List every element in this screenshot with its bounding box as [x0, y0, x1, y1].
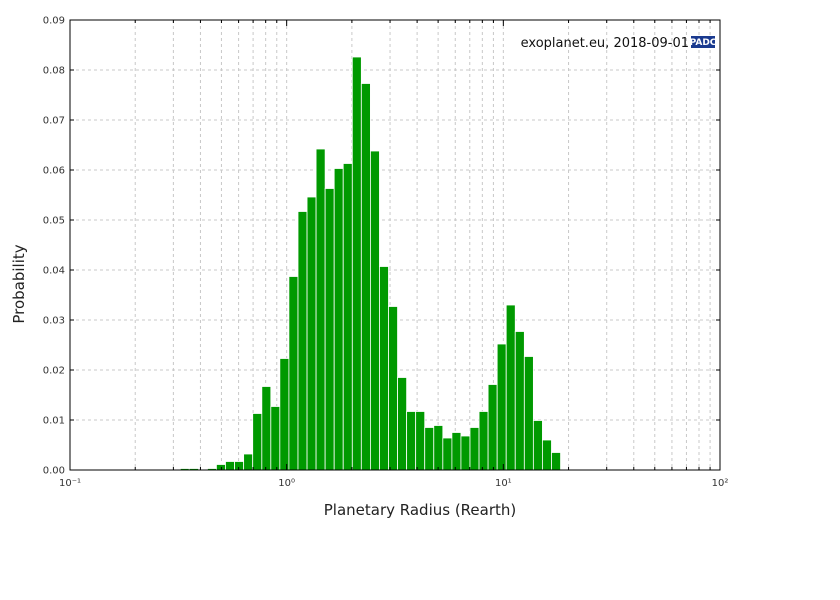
histogram-bar: [451, 432, 462, 471]
histogram-bars: [179, 56, 561, 471]
histogram-bar: [505, 304, 516, 471]
x-tick-label: 10²: [712, 478, 729, 489]
x-tick-label: 10⁻¹: [59, 478, 81, 489]
histogram-bar: [342, 163, 353, 471]
histogram-bar: [542, 439, 552, 471]
histogram-bar: [252, 413, 263, 471]
y-tick-label: 0.03: [43, 316, 65, 327]
histogram-bar: [388, 306, 398, 471]
histogram-bar: [532, 420, 543, 471]
histogram-bar: [496, 343, 507, 471]
x-tick-labels: 10⁻¹ 10⁰ 10¹ 10²: [59, 478, 728, 489]
histogram-bar: [442, 437, 453, 471]
histogram-bar: [379, 266, 389, 471]
y-axis-label: Probability: [10, 244, 28, 323]
histogram-bar: [406, 411, 417, 471]
histogram-bar: [397, 377, 408, 471]
histogram-bar: [261, 386, 272, 471]
histogram-bar: [234, 461, 245, 471]
histogram-bar: [514, 331, 525, 471]
histogram-bar: [315, 148, 326, 471]
histogram-bar: [478, 411, 489, 471]
y-tick-label: 0.04: [43, 266, 65, 277]
y-tick-labels: 0.00 0.01 0.02 0.03 0.04 0.05 0.06 0.07 0.08 0.09: [43, 16, 65, 477]
x-tick-label: 10⁰: [278, 478, 295, 489]
histogram-bar: [351, 56, 362, 471]
histogram-bar: [487, 384, 498, 471]
y-tick-label: 0.08: [43, 66, 65, 77]
y-tick-label: 0.02: [43, 366, 65, 377]
histogram-bar: [424, 427, 435, 471]
histogram-bar: [279, 358, 290, 471]
y-tick-label: 0.05: [43, 216, 65, 227]
histogram-bar: [243, 453, 254, 471]
plot-frame: [69, 19, 721, 471]
y-tick-label: 0.06: [43, 166, 65, 177]
histogram-bar: [523, 356, 534, 471]
y-tick-label: 0.09: [43, 16, 65, 27]
histogram-bar: [225, 461, 235, 471]
histogram-bar: [324, 188, 335, 471]
source-annotation: exoplanet.eu, 2018-09-01: [521, 36, 689, 51]
histogram-bar: [360, 83, 371, 471]
histogram-bar: [433, 425, 444, 471]
y-tick-label: 0.00: [43, 466, 65, 477]
padc-logo: PADC: [690, 36, 717, 48]
histogram-bar: [460, 435, 471, 471]
x-tick-label: 10¹: [495, 478, 512, 489]
histogram-bar: [270, 406, 281, 471]
histogram-bar: [551, 452, 561, 471]
y-tick-label: 0.07: [43, 116, 65, 127]
histogram-bar: [288, 276, 299, 471]
padc-logo-text: PADC: [690, 38, 717, 48]
histogram-bar: [370, 150, 380, 471]
histogram-bar: [297, 211, 308, 471]
y-tick-label: 0.01: [43, 416, 65, 427]
histogram-bar: [469, 427, 480, 471]
histogram-bar: [415, 411, 426, 471]
histogram-bar: [306, 196, 317, 471]
grid-lines: [70, 20, 720, 470]
padc-logo-box: [691, 36, 715, 48]
x-axis-label: Planetary Radius (Rearth): [324, 501, 517, 519]
histogram-bar: [333, 168, 344, 471]
